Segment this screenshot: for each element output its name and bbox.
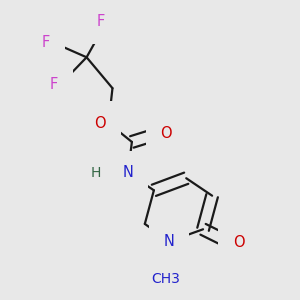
Text: O: O xyxy=(160,126,172,141)
Text: O: O xyxy=(94,116,106,130)
Text: F: F xyxy=(50,77,58,92)
Text: H: H xyxy=(88,166,98,180)
Text: F: F xyxy=(97,14,105,29)
Text: F: F xyxy=(42,35,50,50)
Text: N: N xyxy=(123,165,134,180)
Text: O: O xyxy=(233,235,244,250)
Text: CH3: CH3 xyxy=(151,272,180,286)
Text: H: H xyxy=(91,166,101,180)
Text: N: N xyxy=(164,234,175,249)
